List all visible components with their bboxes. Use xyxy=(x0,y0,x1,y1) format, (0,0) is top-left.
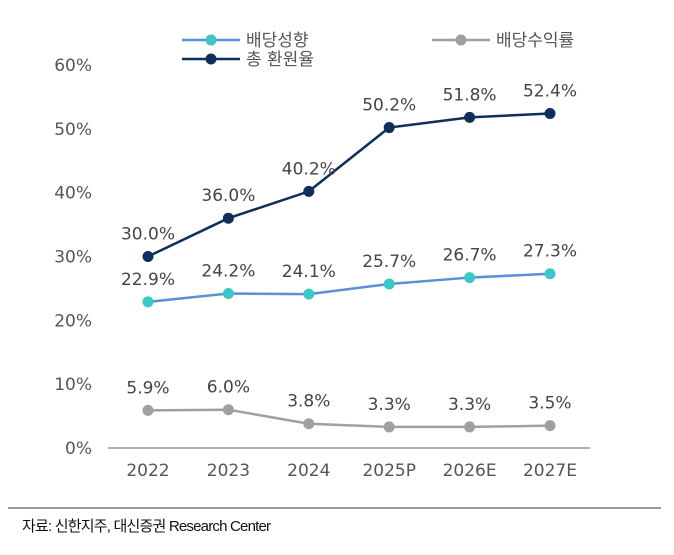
data-label: 40.2% xyxy=(282,159,336,179)
data-label: 3.3% xyxy=(448,395,491,415)
legend-marker xyxy=(455,34,467,46)
series-line-1 xyxy=(147,408,551,429)
data-label: 50.2% xyxy=(362,96,416,116)
divider xyxy=(8,507,661,509)
data-point xyxy=(222,288,234,300)
data-label: 3.3% xyxy=(368,395,411,415)
y-tick-label: 0% xyxy=(65,439,92,459)
x-tick-label: 2027E xyxy=(523,461,577,481)
data-label: 24.2% xyxy=(201,262,255,282)
y-tick-label: 60% xyxy=(54,56,92,76)
series-line-2 xyxy=(147,112,551,258)
data-point xyxy=(544,268,556,280)
data-point xyxy=(464,421,476,433)
data-point xyxy=(142,251,154,262)
data-label: 24.1% xyxy=(282,262,336,282)
data-point xyxy=(222,404,234,416)
x-tick-label: 2023 xyxy=(207,461,250,481)
legend-label: 배당수익률 xyxy=(496,31,574,51)
data-label: 36.0% xyxy=(201,186,255,206)
source-note: 자료: 신한지주, 대신증권 Research Center xyxy=(22,518,271,535)
data-label: 3.5% xyxy=(528,394,571,414)
x-tick-label: 2024 xyxy=(287,461,330,481)
data-point xyxy=(142,296,154,308)
data-label: 3.8% xyxy=(287,392,330,412)
y-tick-label: 50% xyxy=(54,120,92,140)
data-point xyxy=(303,418,315,430)
data-point xyxy=(303,288,315,300)
data-label: 27.3% xyxy=(523,242,577,262)
data-label: 22.9% xyxy=(121,270,175,290)
data-label: 26.7% xyxy=(443,246,497,266)
y-tick-label: 10% xyxy=(54,375,92,395)
x-tick-label: 2022 xyxy=(126,461,169,481)
legend-label: 배당성향 xyxy=(246,31,309,51)
data-label: 5.9% xyxy=(126,378,169,398)
y-tick-label: 30% xyxy=(54,248,92,268)
data-point xyxy=(544,108,556,120)
data-point xyxy=(383,421,395,433)
data-point xyxy=(222,212,234,224)
data-point xyxy=(303,185,315,197)
data-label: 25.7% xyxy=(362,252,416,272)
x-tick-label: 2025P xyxy=(362,461,416,481)
series-line-0 xyxy=(147,272,551,304)
data-point xyxy=(464,272,476,284)
data-point xyxy=(464,111,476,123)
legend-marker xyxy=(205,34,217,46)
data-point xyxy=(142,404,154,416)
y-tick-label: 40% xyxy=(54,184,92,204)
line-chart: 0% 10% 20% 30% 40% 50% 60% 2022 2023 2024 2025P 202… xyxy=(54,31,590,481)
data-point xyxy=(383,278,395,290)
data-point xyxy=(544,420,556,432)
data-label: 30.0% xyxy=(121,225,175,245)
legend-label: 총 환원율 xyxy=(246,50,314,70)
x-tick-label: 2026E xyxy=(443,461,497,481)
data-label: 51.8% xyxy=(443,85,497,105)
legend-marker xyxy=(205,53,217,65)
data-label: 52.4% xyxy=(523,82,577,102)
data-label: 6.0% xyxy=(207,378,250,398)
y-tick-label: 20% xyxy=(54,311,92,331)
data-point xyxy=(383,122,395,134)
